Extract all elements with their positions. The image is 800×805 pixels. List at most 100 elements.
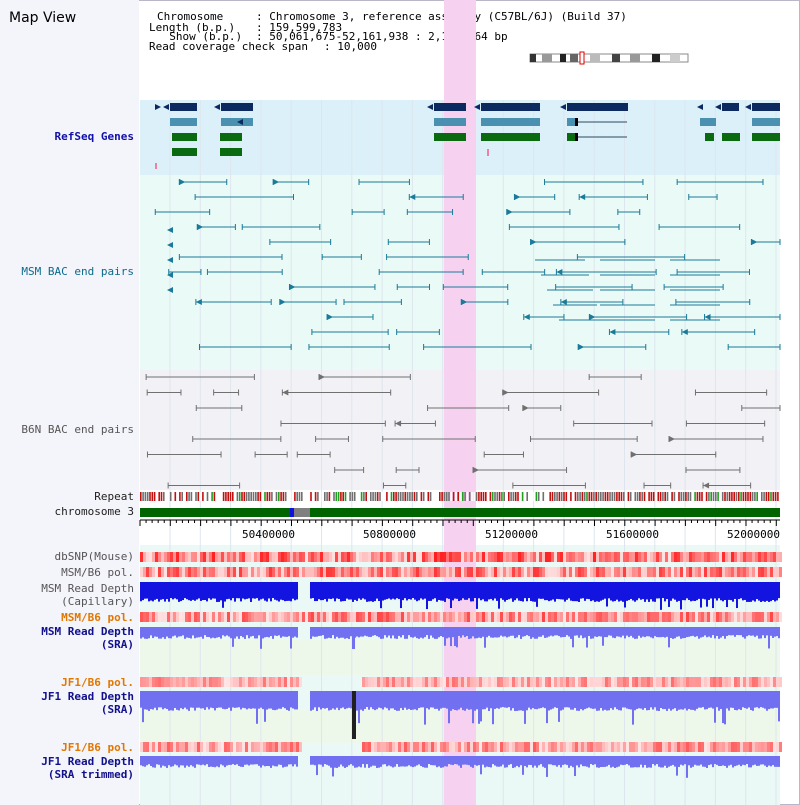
- msm-sra-depth-bar: [422, 627, 424, 639]
- track-label-refseq[interactable]: RefSeq Genes: [54, 130, 134, 143]
- dbsnp-cell: [404, 552, 407, 562]
- jf1-trim-depth-bar: [390, 756, 392, 767]
- gene-track-2: [567, 118, 576, 126]
- msm-sra-depth-bar: [386, 627, 388, 638]
- msm-pol-cell: [344, 567, 347, 577]
- dbsnp-cell: [314, 552, 317, 562]
- track-label-msm-b6-pol-2[interactable]: MSM/B6 pol.: [61, 611, 134, 624]
- msm-pol-cell: [554, 567, 557, 577]
- repeat-element: [514, 492, 517, 501]
- track-label-jf1-b6-pol-2[interactable]: JF1/B6 pol.: [61, 741, 134, 754]
- msm-pol-cell: [746, 567, 749, 577]
- msm-pol2-cell: [779, 612, 782, 622]
- track-label-msm-read-sra-1[interactable]: MSM Read Depth: [41, 625, 134, 638]
- msm-pol-cell: [539, 567, 542, 577]
- jf1-sra-depth-bar: [296, 691, 298, 710]
- jf1-trim-depth-bar: [240, 756, 242, 767]
- strand-arrow: [163, 104, 169, 110]
- jf1-pol-cell: [254, 677, 257, 687]
- msm-cap-depth-bar: [234, 582, 236, 602]
- msm-pol-cell: [305, 567, 308, 577]
- msm-cap-depth-bar: [676, 582, 678, 602]
- repeat-element: [195, 492, 197, 501]
- msm-pol2-cell: [620, 612, 623, 622]
- msm-cap-depth-bar: [328, 582, 330, 599]
- jf1-pol2-cell: [299, 742, 302, 752]
- repeat-element: [192, 492, 195, 501]
- jf1-pol-cell: [680, 677, 683, 687]
- jf1-pol-cell: [449, 677, 452, 687]
- jf1-sra-depth-bar: [734, 691, 736, 710]
- jf1-sra-depth-bar: [284, 691, 286, 709]
- jf1-trim-depth-bar: [566, 756, 568, 765]
- jf1-trim-depth-bar: [768, 756, 770, 766]
- repeat-element: [241, 492, 243, 501]
- msm-sra-depth-bar: [242, 627, 244, 638]
- msm-pol2-cell: [386, 612, 389, 622]
- msm-pol2-cell: [503, 612, 506, 622]
- repeat-element: [411, 492, 413, 501]
- msm-pol2-cell: [722, 612, 725, 622]
- track-label-jf1-b6-pol-1[interactable]: JF1/B6 pol.: [61, 676, 134, 689]
- jf1-sra-depth-bar: [348, 691, 350, 708]
- msm-sra-depth-bar: [760, 627, 762, 639]
- repeat-element: [190, 492, 193, 501]
- dbsnp-cell: [614, 552, 617, 562]
- repeat-element: [577, 492, 579, 501]
- track-label-jf1-read-sra-1[interactable]: JF1 Read Depth: [41, 690, 134, 703]
- jf1-trim-depth-bar: [580, 756, 582, 765]
- msm-pol2-cell: [704, 612, 707, 622]
- msm-pol-cell: [608, 567, 611, 577]
- jf1-trim-depth-bar: [470, 756, 472, 767]
- jf1-sra-depth-bar: [396, 691, 398, 711]
- ideogram-band: [542, 54, 552, 62]
- track-label-msm-read-capillary-1[interactable]: MSM Read Depth: [41, 582, 134, 595]
- jf1-pol-cell: [773, 677, 776, 687]
- repeat-element: [356, 492, 358, 501]
- track-label-chromosome[interactable]: chromosome 3: [54, 505, 134, 518]
- b6n-bac-pair-arrow: [502, 389, 509, 396]
- track-label-repeat[interactable]: Repeat: [94, 490, 134, 503]
- repeat-element: [537, 492, 540, 501]
- msm-sra-depth-bar: [322, 627, 324, 636]
- jf1-trim-depth-bar: [140, 756, 142, 766]
- msm-sra-depth-bar: [376, 627, 378, 637]
- msm-cap-depth-bar: [684, 582, 686, 601]
- msm-sra-depth-bar: [730, 627, 732, 636]
- msm-pol2-cell: [740, 612, 743, 622]
- track-label-jf1-read-trim-1[interactable]: JF1 Read Depth: [41, 755, 134, 768]
- track-label-msm-bac[interactable]: MSM BAC end pairs: [21, 265, 134, 278]
- track-label-dbsnp[interactable]: dbSNP(Mouse): [54, 550, 134, 563]
- repeat-element: [289, 492, 292, 501]
- track-label-msm-b6-pol-1[interactable]: MSM/B6 pol.: [61, 566, 134, 579]
- gene-track-1: [221, 103, 253, 111]
- msm-pol-cell: [188, 567, 191, 577]
- repeat-element: [372, 492, 374, 501]
- jf1-sra-depth-bar: [540, 691, 542, 709]
- ideogram-band: [612, 54, 620, 62]
- jf1-trim-depth-bar: [426, 756, 428, 768]
- jf1-trim-depth-bar: [518, 756, 520, 768]
- dbsnp-cell: [428, 552, 431, 562]
- msm-cap-depth-bar: [156, 582, 158, 599]
- jf1-pol2-cell: [296, 742, 299, 752]
- jf1-trim-depth-bar: [234, 756, 236, 765]
- msm-cap-depth-bar: [662, 582, 664, 599]
- dbsnp-cell: [227, 552, 230, 562]
- jf1-trim-depth-bar: [414, 756, 416, 767]
- track-label-b6n-bac[interactable]: B6N BAC end pairs: [21, 423, 134, 436]
- msm-sra-depth-bar: [260, 627, 262, 649]
- msm-pol2-cell: [530, 612, 533, 622]
- msm-sra-depth-bar: [700, 627, 702, 638]
- msm-pol-cell: [713, 567, 716, 577]
- repeat-element: [376, 492, 379, 501]
- msm-cap-depth-bar: [392, 582, 394, 599]
- jf1-trim-depth-bar: [188, 756, 190, 767]
- msm-pol-cell: [626, 567, 629, 577]
- msm-cap-depth-bar: [362, 582, 364, 599]
- jf1-pol-cell: [707, 677, 710, 687]
- dbsnp-cell: [470, 552, 473, 562]
- msm-sra-depth-bar: [636, 627, 638, 639]
- msm-pol2-cell: [746, 612, 749, 622]
